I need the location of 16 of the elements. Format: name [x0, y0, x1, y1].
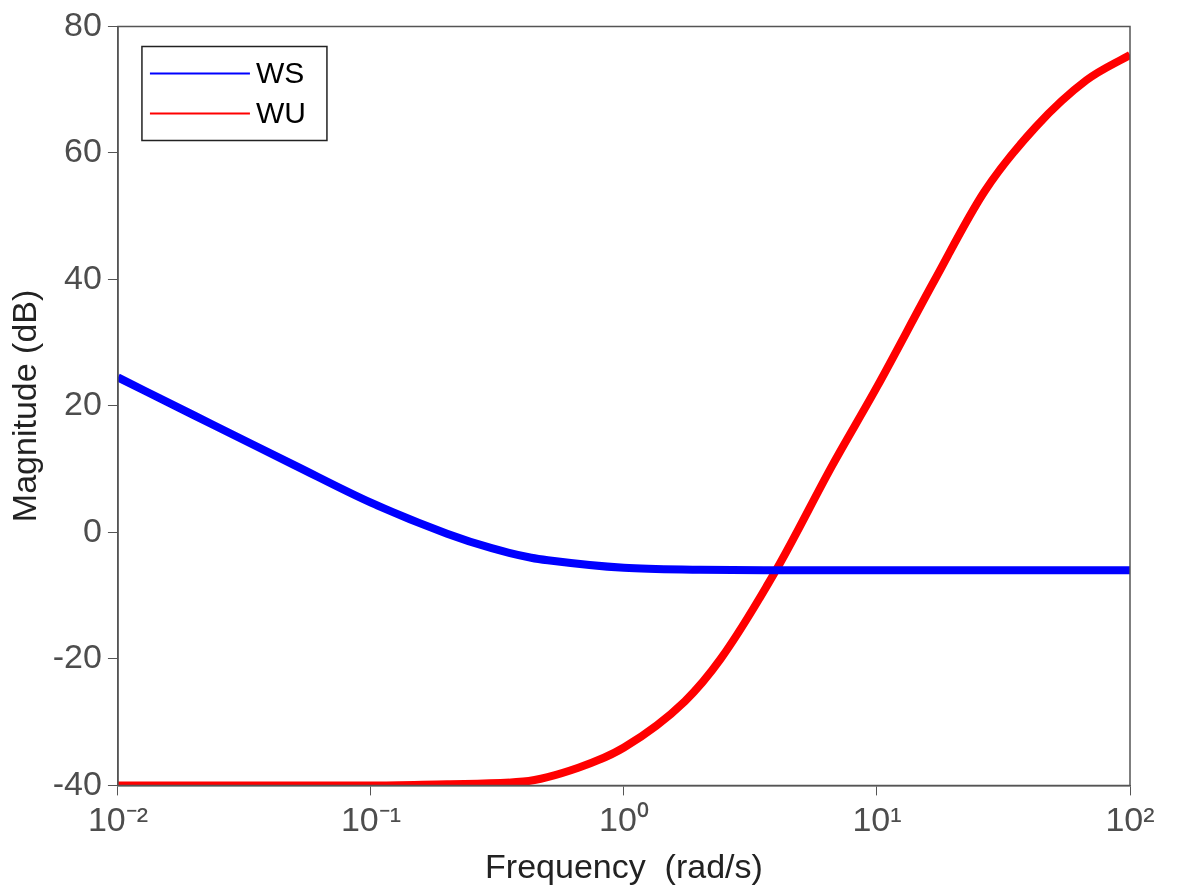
x-tick-label: 10² [1105, 800, 1155, 839]
y-tick-label: 80 [64, 4, 102, 43]
y-tick-label: -40 [52, 763, 102, 802]
legend-label: WU [255, 95, 306, 129]
y-tick-label: 20 [64, 384, 102, 423]
x-axis-title: Frequency (rad/s) [485, 846, 763, 885]
y-tick-label: 40 [64, 257, 102, 296]
x-tick-label: 10¹ [852, 800, 902, 839]
y-tick-label: 60 [64, 131, 102, 170]
legend-label: WS [255, 55, 305, 89]
x-tick-label: 10⁰ [599, 800, 649, 839]
x-tick-label: 10⁻¹ [340, 800, 402, 839]
y-axis-title: Magnitude (dB) [4, 289, 43, 523]
x-tick-label: 10⁻² [87, 800, 149, 839]
y-tick-label: 0 [83, 510, 102, 549]
y-tick-label: -20 [52, 637, 102, 676]
